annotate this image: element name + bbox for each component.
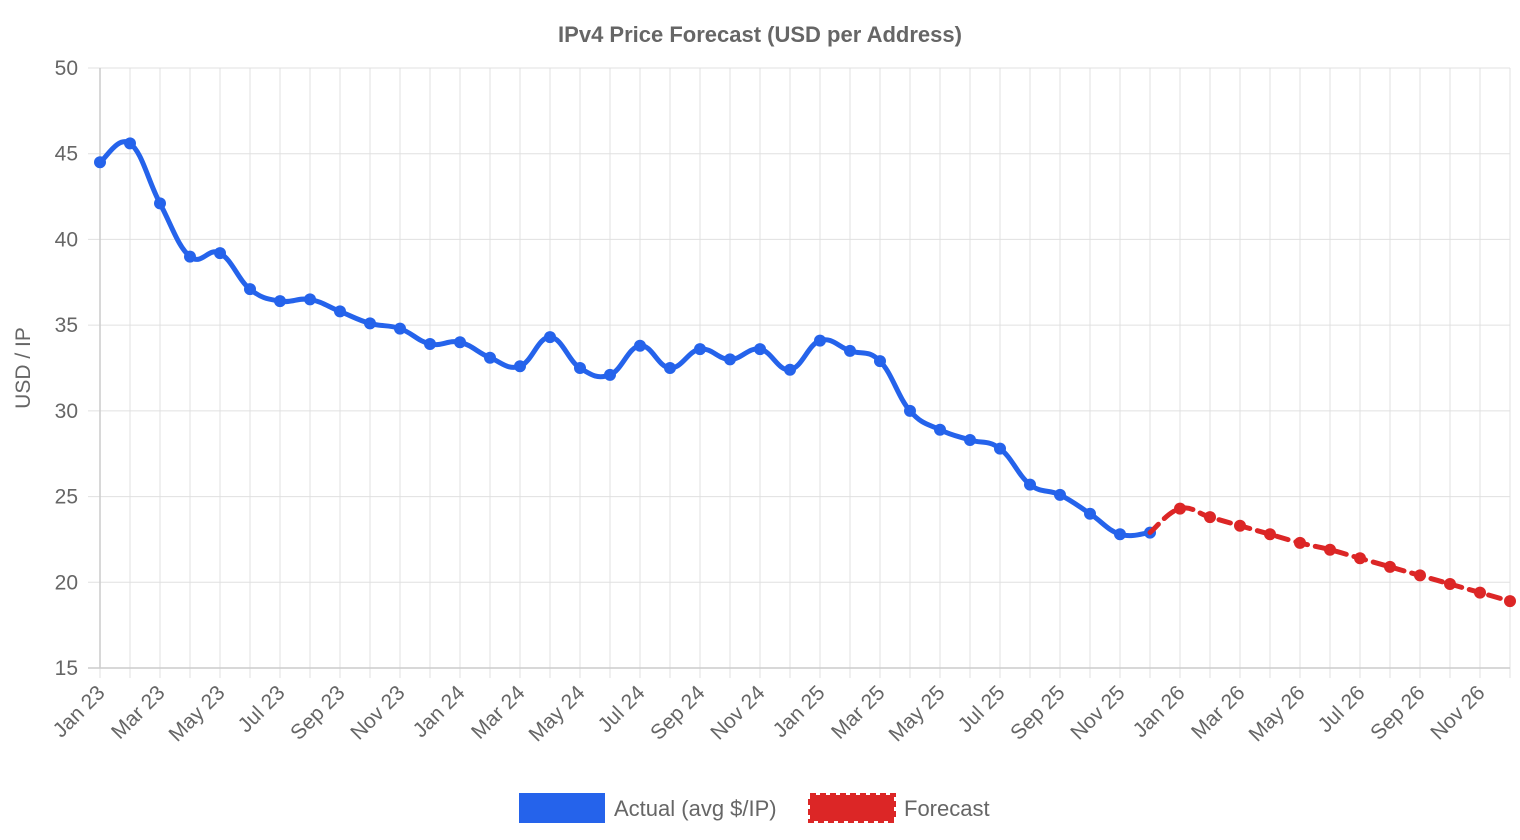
actual-line <box>97 139 1153 539</box>
actual-point <box>214 247 226 260</box>
x-tick-label: May 26 <box>1245 681 1310 746</box>
forecast-point <box>1204 511 1216 524</box>
forecast-point <box>1414 569 1426 582</box>
actual-point <box>814 334 826 347</box>
actual-point <box>694 343 706 356</box>
x-tick-label: Nov 26 <box>1426 681 1489 744</box>
actual-point <box>1114 528 1126 541</box>
actual-point <box>1054 488 1066 501</box>
x-tick-label: Jul 23 <box>234 681 290 737</box>
actual-point <box>514 360 526 373</box>
x-tick-label: Jul 24 <box>594 681 650 737</box>
legend-swatch-actual[interactable] <box>519 793 605 823</box>
forecast-point <box>1384 560 1396 573</box>
x-tick-label: Mar 24 <box>467 681 530 744</box>
actual-point <box>844 344 856 357</box>
actual-point <box>934 423 946 436</box>
actual-point <box>634 339 646 352</box>
data-series <box>94 137 1516 608</box>
x-tick-label: Sep 24 <box>646 681 710 745</box>
actual-point <box>154 197 166 210</box>
actual-point <box>94 156 106 169</box>
x-tick-label: Jan 23 <box>49 681 110 742</box>
actual-point <box>604 368 616 381</box>
series-forecast <box>1147 502 1516 608</box>
x-tick-label: May 24 <box>525 681 590 746</box>
actual-point <box>964 434 976 446</box>
forecast-point <box>1324 543 1336 556</box>
actual-point <box>454 336 466 349</box>
actual-point <box>1024 478 1036 491</box>
x-tick-label: Nov 24 <box>706 681 770 745</box>
forecast-point <box>1444 578 1456 590</box>
actual-point <box>754 343 766 356</box>
y-axis-label: USD / IP <box>12 327 35 409</box>
actual-point <box>394 322 406 335</box>
actual-point <box>874 355 886 368</box>
y-tick-label: 20 <box>55 571 78 594</box>
actual-point <box>664 362 676 374</box>
y-tick-label: 15 <box>55 657 78 680</box>
x-tick-label: Jul 25 <box>954 681 1010 737</box>
x-tick-label: Mar 26 <box>1187 681 1249 743</box>
actual-point <box>424 338 436 350</box>
actual-point <box>124 137 136 150</box>
actual-point <box>184 250 196 263</box>
x-tick-label: Jan 25 <box>769 681 830 742</box>
actual-point <box>304 293 316 306</box>
legend[interactable]: Actual (avg $/IP) Forecast <box>519 793 990 823</box>
x-tick-label: Mar 25 <box>827 681 889 743</box>
x-tick-label: Sep 23 <box>286 681 349 744</box>
legend-swatch-forecast[interactable] <box>808 793 896 823</box>
actual-point <box>244 283 256 296</box>
actual-point <box>544 331 556 344</box>
actual-point <box>274 295 286 308</box>
forecast-point <box>1354 552 1366 565</box>
y-tick-label: 40 <box>55 228 78 251</box>
x-tick-label: Mar 23 <box>107 681 169 743</box>
y-tick-label: 50 <box>55 57 78 80</box>
chart-title: IPv4 Price Forecast (USD per Address) <box>558 22 962 47</box>
x-tick-label: Jan 24 <box>409 681 470 742</box>
x-tick-label: Nov 25 <box>1066 681 1129 744</box>
y-tick-label: 35 <box>55 314 78 337</box>
legend-label-actual[interactable]: Actual (avg $/IP) <box>614 796 777 821</box>
x-tick-label: Jan 26 <box>1129 681 1190 742</box>
actual-point <box>334 305 346 318</box>
actual-point <box>904 404 916 417</box>
forecast-point <box>1504 595 1516 608</box>
actual-point <box>574 362 586 374</box>
actual-point <box>484 351 496 364</box>
actual-point <box>364 317 376 330</box>
x-tick-label: May 23 <box>165 681 230 746</box>
actual-point <box>1084 507 1096 520</box>
x-tick-label: May 25 <box>885 681 950 746</box>
x-tick-label: Sep 25 <box>1006 681 1069 744</box>
x-tick-label: Sep 26 <box>1366 681 1429 744</box>
forecast-point <box>1264 528 1276 541</box>
y-tick-label: 30 <box>55 400 78 423</box>
legend-label-forecast[interactable]: Forecast <box>904 796 990 821</box>
forecast-point <box>1474 586 1486 599</box>
forecast-point <box>1234 519 1246 532</box>
actual-point <box>994 442 1006 455</box>
actual-point <box>784 363 796 376</box>
y-tick-label: 45 <box>55 143 78 166</box>
forecast-point <box>1174 502 1186 515</box>
y-tick-label: 25 <box>55 486 78 509</box>
grid-lines <box>88 67 1511 678</box>
x-tick-label: Nov 23 <box>346 681 409 744</box>
actual-point <box>724 353 736 366</box>
forecast-point <box>1294 536 1306 549</box>
series-actual <box>94 137 1156 541</box>
x-tick-label: Jul 26 <box>1314 681 1370 737</box>
